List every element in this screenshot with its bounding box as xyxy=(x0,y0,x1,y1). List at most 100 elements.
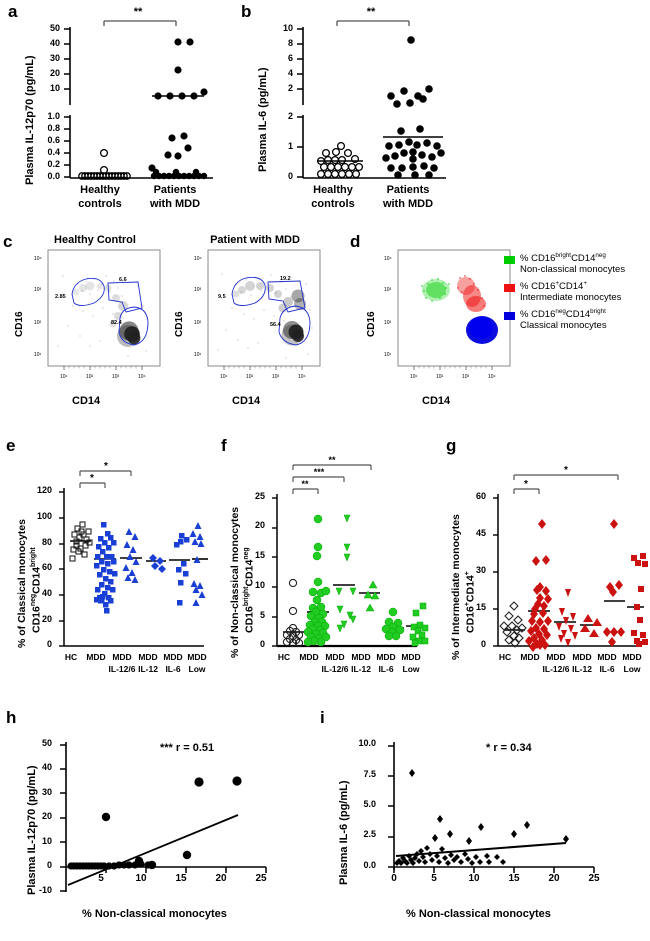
panel-c-plot1: 10⁴ 10³ 10² 10¹ 10¹ 10² 10³ 10⁴ xyxy=(34,249,161,380)
panel-i-xtick-25: 25 xyxy=(588,873,600,884)
panel-c-plot2-title: Patient with MDD xyxy=(210,234,300,246)
panel-c-plot2-ylabel: CD16 xyxy=(174,311,185,337)
panel-a-ytick-1: 40 xyxy=(49,38,60,48)
panel-e-xtick-2-l2: IL-12/6 xyxy=(108,664,136,674)
panel-i-ytick-5: 5.0 xyxy=(363,799,376,809)
legend-label-intermediate-line2: Intermediate monocytes xyxy=(520,292,622,303)
panel-i-xlabel: % Non-classical monocytes xyxy=(406,908,551,920)
panel-h-ytick-50: 50 xyxy=(41,738,52,748)
panel-b-letter: b xyxy=(241,2,252,21)
panel-h-xtick-10: 10 xyxy=(135,873,147,884)
panel-f-ytick-20: 20 xyxy=(254,520,265,530)
panel-i-ytick-10: 10.0 xyxy=(358,738,376,748)
panel-f-xtick-3-l2: IL-12 xyxy=(351,664,371,674)
panel-h-ytick-0: 0 xyxy=(46,860,52,870)
panel-g-plot: * * xyxy=(493,465,648,652)
panel-h-r-value: r = 0.51 xyxy=(175,742,215,754)
panel-a: a Plasma IL-12p70 (pg/mL) xyxy=(0,0,240,230)
svg-text:10¹: 10¹ xyxy=(34,352,42,358)
panel-g-xtick-0-l1: HC xyxy=(498,652,512,662)
panel-b-xtick-hc-line1: Healthy xyxy=(313,184,353,196)
svg-text:**: ** xyxy=(301,479,309,489)
svg-text:10³: 10³ xyxy=(112,374,120,380)
panel-f-xtick-2-l2: IL-12/6 xyxy=(321,664,349,674)
panel-h-ytick-40: 40 xyxy=(41,762,52,772)
panel-h-annotation: *** r = 0.51 xyxy=(160,742,214,754)
svg-text:2.85: 2.85 xyxy=(55,294,66,300)
panel-f-xtick-5-l2: Low xyxy=(402,664,420,674)
panel-c-letter: c xyxy=(3,232,13,251)
svg-text:10⁴: 10⁴ xyxy=(194,256,202,262)
svg-text:10¹: 10¹ xyxy=(410,374,418,380)
panel-e-xtick-4-l1: MDD xyxy=(163,652,183,662)
panel-f-xtick-3-l1: MDD xyxy=(351,652,371,662)
svg-text:*: * xyxy=(564,465,568,476)
panel-a-ytick-4: 10 xyxy=(49,83,60,93)
panel-a-ytick-8: 0.4 xyxy=(47,147,60,157)
svg-text:82.4: 82.4 xyxy=(111,320,123,326)
panel-a-ytick-3: 20 xyxy=(49,68,60,78)
panel-a-xtick-mdd-line1: Patients xyxy=(153,184,197,196)
group-mdd-il6-points xyxy=(603,519,625,647)
group-mdd-points xyxy=(94,522,118,614)
legend-swatch-non-classical xyxy=(504,256,515,264)
panel-i-r-value: r = 0.34 xyxy=(493,742,532,754)
panel-b-ytick-1: 8 xyxy=(287,38,293,48)
panel-i-xtick-5: 5 xyxy=(431,873,437,884)
panel-g-letter: g xyxy=(446,436,457,455)
panel-b-ytick-4: 2 xyxy=(287,83,293,93)
panel-h-ytick-minus10: -10 xyxy=(38,885,52,895)
panel-g-xtick-4-l1: MDD xyxy=(597,652,617,662)
group-hc-points xyxy=(69,521,93,562)
panel-i-ytick-75: 7.5 xyxy=(363,769,376,779)
group-mdd-points xyxy=(303,514,331,647)
non-classical-cluster xyxy=(421,278,450,302)
group-mdd-il6-points xyxy=(381,607,405,641)
legend-label-classical-line1: % CD16negCD14bright xyxy=(520,308,606,321)
panel-g-xtick-4-l2: IL-6 xyxy=(599,664,615,674)
panel-h-ylabel: Plasma IL-12p70 (pg/mL) xyxy=(26,765,38,895)
panel-g-xtick-5-l2: Low xyxy=(623,664,641,674)
legend-label-non-classical-line1: % CD16brightCD14neg xyxy=(520,252,606,265)
group-mdd-low-points xyxy=(631,553,648,647)
panel-a-ytick-0: 50 xyxy=(49,23,60,33)
panel-b-significance: ** xyxy=(366,6,376,18)
panel-b-xtick-hc-line2: controls xyxy=(311,198,355,210)
group-mdd-il6-points xyxy=(174,533,190,606)
panel-d-letter: d xyxy=(350,232,361,251)
svg-text:10¹: 10¹ xyxy=(60,374,68,380)
panel-e-plot: * * xyxy=(59,461,208,647)
panel-b-ytick-2: 6 xyxy=(287,53,293,63)
panel-i-stars: * xyxy=(486,742,491,754)
panel-h-plot xyxy=(60,742,267,892)
panel-a-ytick-5: 1.0 xyxy=(47,111,60,121)
panel-f-ytick-10: 10 xyxy=(254,580,265,590)
panel-h-xlabel: % Non-classical monocytes xyxy=(82,908,227,920)
panel-e-ytick-20: 20 xyxy=(41,614,52,624)
panel-h-xtick-5: 5 xyxy=(98,873,104,884)
svg-text:10⁴: 10⁴ xyxy=(298,374,306,380)
trendline xyxy=(67,814,239,886)
svg-text:10³: 10³ xyxy=(34,287,42,293)
panel-g-xtick-3-l2: IL-12 xyxy=(572,664,592,674)
panel-b-ytick-6: 1 xyxy=(287,141,293,151)
svg-text:10¹: 10¹ xyxy=(194,352,202,358)
panel-f-ytick-0: 0 xyxy=(259,639,265,649)
group-mdd-il126-points xyxy=(335,514,357,633)
panel-b-ytick-3: 4 xyxy=(287,68,293,78)
group-mdd-il12-points xyxy=(580,614,602,637)
group-mdd-low-points xyxy=(409,602,429,647)
panel-e: e % of Classical monocytes CD16negCD14br… xyxy=(0,418,215,698)
panel-b-plot xyxy=(297,20,446,179)
panel-e-xtick-5-l2: Low xyxy=(188,664,206,674)
svg-text:56.4: 56.4 xyxy=(270,322,282,328)
panel-c-plot1-xlabel: CD14 xyxy=(72,395,101,407)
classical-cluster xyxy=(466,316,498,344)
panel-i-xtick-0: 0 xyxy=(391,873,397,884)
svg-text:*: * xyxy=(104,461,108,472)
panel-d-xlabel: CD14 xyxy=(422,395,451,407)
group-mdd-il12-points xyxy=(363,580,380,612)
panel-f: f % of Non-classical monocytes CD16brigh… xyxy=(215,418,430,698)
panel-b-ytick-5: 2 xyxy=(287,111,293,121)
panel-a-significance: ** xyxy=(133,6,143,18)
